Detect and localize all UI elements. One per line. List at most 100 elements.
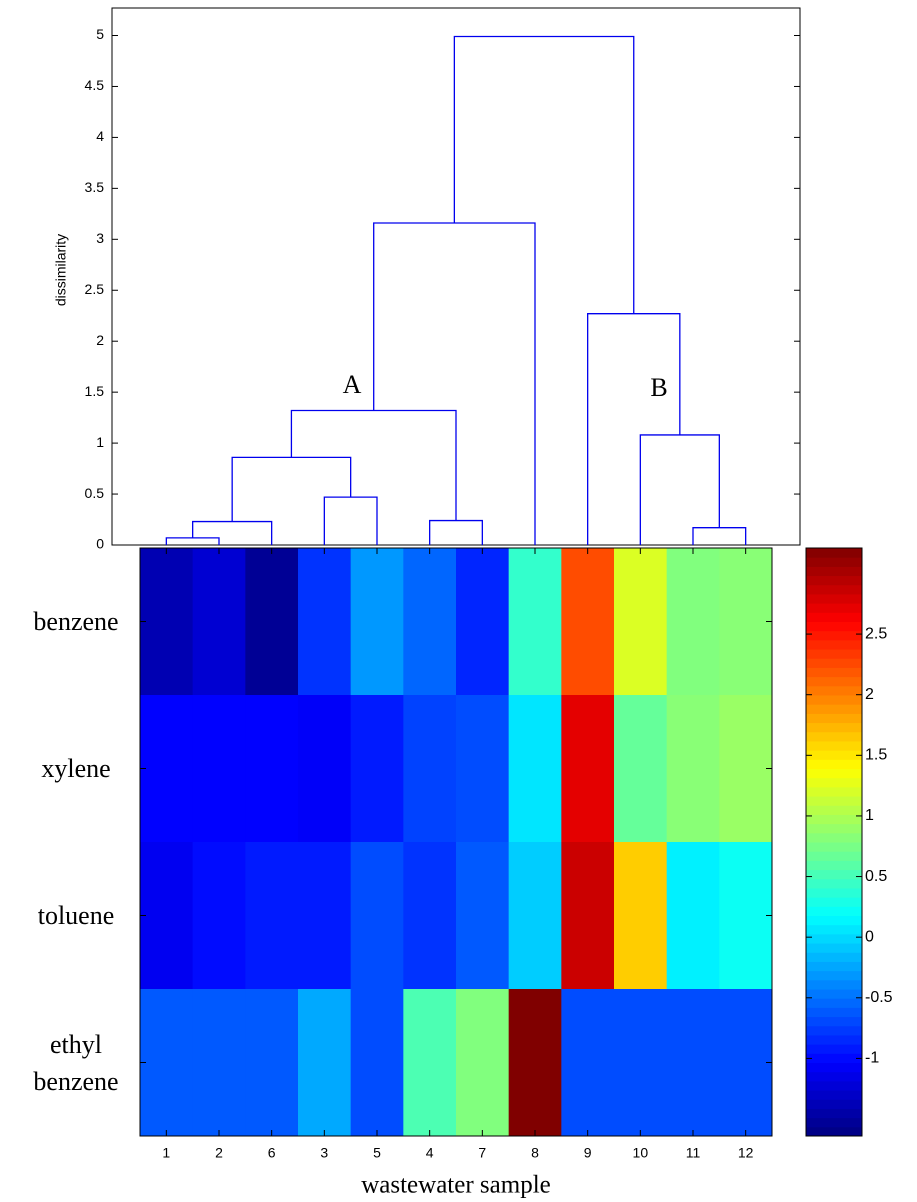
colorbar-band <box>806 970 862 981</box>
colorbar-tick-label: -0.5 <box>865 989 893 1006</box>
x-tick-label: 11 <box>686 1145 701 1161</box>
heatmap-cell <box>719 695 773 843</box>
dendrogram-link <box>692 527 747 545</box>
heatmap-cell <box>456 989 510 1137</box>
colorbar-band <box>806 961 862 972</box>
heatmap-cell <box>719 842 773 990</box>
colorbar-band <box>806 796 862 806</box>
colorbar-band <box>806 1099 862 1109</box>
colorbar-band <box>806 786 862 797</box>
colorbar-band <box>806 933 862 944</box>
heatmap-cell <box>245 695 299 843</box>
colorbar-band <box>806 593 862 604</box>
colorbar-band <box>806 869 862 880</box>
heatmap-cell <box>403 695 457 843</box>
heatmap-cell <box>561 548 615 696</box>
colorbar-band <box>806 704 862 714</box>
colorbar-band <box>806 768 862 779</box>
colorbar-tick-label: 2.5 <box>865 625 887 642</box>
colorbar-band <box>806 667 862 678</box>
x-tick-label: 9 <box>584 1145 592 1161</box>
colorbar-band <box>806 1007 862 1018</box>
heatmap-cell <box>192 989 246 1137</box>
x-tick-label: 7 <box>478 1145 486 1161</box>
dendrogram-link <box>373 222 536 545</box>
colorbar-band <box>806 566 862 577</box>
dendrogram-link <box>192 520 273 545</box>
colorbar-band <box>806 676 862 687</box>
colorbar-band <box>806 1080 862 1091</box>
y-tick-label: 1.5 <box>85 383 105 399</box>
heatmap-cell <box>666 548 720 696</box>
dendrogram-link <box>639 434 720 545</box>
dendrogram-frame <box>111 7 801 546</box>
heatmap-cell <box>403 548 457 696</box>
colorbar-band <box>806 1108 862 1119</box>
colorbar-tick-label: 1 <box>865 807 874 824</box>
row-label: ethyl benzene <box>33 1029 119 1096</box>
colorbar-tick-label: 0 <box>865 928 874 945</box>
colorbar-band <box>806 603 862 613</box>
colorbar-band <box>806 750 862 760</box>
dendrogram-link <box>231 456 352 522</box>
y-tick-label: 2.5 <box>85 281 105 297</box>
colorbar-band <box>806 713 862 724</box>
heatmap-cell <box>403 842 457 990</box>
colorbar-band <box>806 943 862 953</box>
colorbar-band <box>806 915 862 926</box>
colorbar-band <box>806 777 862 788</box>
colorbar-band <box>806 695 862 705</box>
colorbar-band <box>806 906 862 916</box>
row-label: xylene <box>41 754 111 783</box>
heatmap-cell <box>298 842 352 990</box>
colorbar-band <box>806 658 862 668</box>
colorbar-band <box>806 924 862 935</box>
colorbar-band <box>806 1062 862 1073</box>
y-tick-label: 5 <box>96 26 104 42</box>
colorbar-tick-label: 0.5 <box>865 868 887 885</box>
y-tick-label: 3.5 <box>85 179 105 195</box>
x-tick-label: 3 <box>320 1145 328 1161</box>
heatmap-cell <box>140 842 194 990</box>
y-tick-label: 3 <box>96 230 104 246</box>
cluster-annotation: B <box>650 373 667 402</box>
colorbar-band <box>806 805 862 815</box>
dendrogram-link <box>587 313 681 545</box>
y-axis-label: dissimilarity <box>53 234 69 306</box>
colorbar-frame <box>805 547 863 1137</box>
colorbar-band <box>806 722 862 733</box>
colorbar-band <box>806 814 862 825</box>
colorbar-band <box>806 887 862 898</box>
heatmap-cell <box>666 695 720 843</box>
heatmap-cell <box>298 548 352 696</box>
heatmap-cell <box>666 842 720 990</box>
colorbar-band <box>806 649 862 659</box>
x-axis-label: wastewater sample <box>361 1172 551 1199</box>
colorbar-band <box>806 860 862 871</box>
dendrogram-link <box>290 409 457 521</box>
heatmap-cell <box>350 548 404 696</box>
x-tick-label: 1 <box>162 1145 170 1161</box>
heatmap-cell <box>192 695 246 843</box>
colorbar-band <box>806 832 862 843</box>
colorbar-band <box>806 612 862 622</box>
colorbar-band <box>806 548 862 558</box>
cluster-annotation: A <box>343 370 362 399</box>
row-label: benzene <box>33 607 119 636</box>
colorbar-band <box>806 1044 862 1054</box>
heatmap-frame <box>139 547 773 1137</box>
heatmap-cell <box>508 989 562 1137</box>
colorbar-band <box>806 1117 862 1128</box>
colorbar-band <box>806 584 862 595</box>
y-tick-label: 4 <box>96 128 104 144</box>
dendrogram-link <box>429 519 483 545</box>
heatmap-cell <box>456 695 510 843</box>
y-tick-label: 4.5 <box>85 77 105 93</box>
colorbar-band <box>806 1053 862 1063</box>
x-tick-label: 12 <box>738 1145 754 1161</box>
heatmap-cell <box>614 695 668 843</box>
colorbar-band <box>806 1016 862 1027</box>
heatmap-cell <box>350 695 404 843</box>
heatmap-cell <box>403 989 457 1137</box>
